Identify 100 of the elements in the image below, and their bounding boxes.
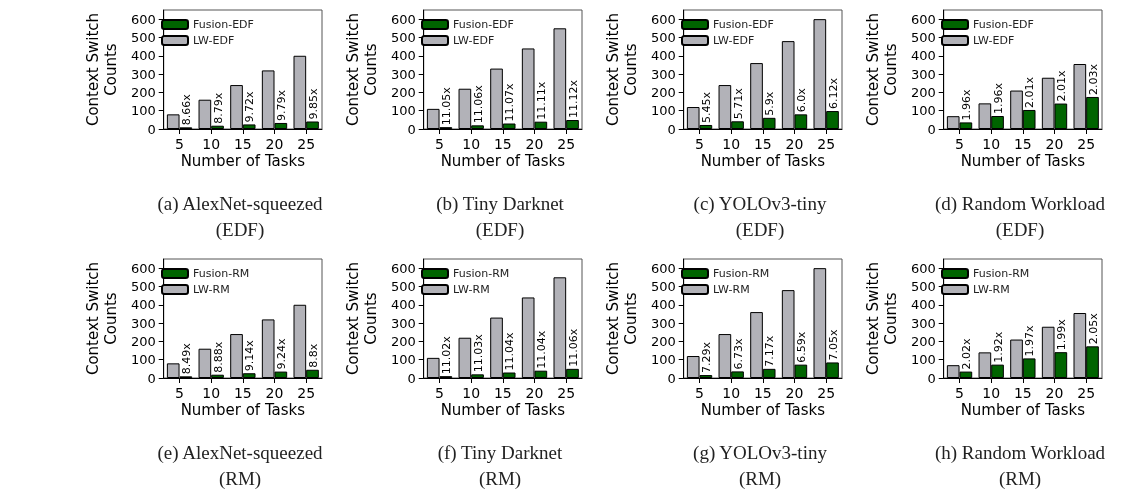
x-tick-label: 20	[525, 385, 544, 401]
text: (f) Tiny Darknet (RM)	[437, 441, 563, 490]
y-tick-label: 100	[910, 103, 936, 119]
y-tick-label: 0	[667, 121, 676, 137]
x-tick-label: 15	[753, 385, 772, 401]
y-tick-label: 300	[390, 315, 416, 331]
annotation: 1.96x	[991, 82, 1005, 114]
y-tick-label: 100	[130, 352, 156, 368]
x-tick-label: 5	[175, 136, 184, 152]
annotation: 11.04x	[534, 330, 548, 369]
y-tick-label: 400	[390, 48, 416, 64]
x-tick-label: 15	[493, 385, 512, 401]
legend-label: LW-EDF	[193, 34, 235, 47]
x-tick-label: 5	[955, 136, 964, 152]
x-axis-title: Number of Tasks	[440, 151, 566, 170]
y-tick-label: 200	[130, 84, 156, 100]
y-tick-label: 200	[910, 333, 936, 349]
annotation: 11.06x	[566, 328, 580, 367]
annotation: 11.02x	[440, 335, 453, 375]
legend-label: Fusion-RM	[193, 267, 250, 280]
y-tick-label: 400	[130, 48, 156, 64]
y-tick-label: 100	[650, 103, 676, 119]
x-tick-label: 15	[1013, 136, 1032, 152]
legend-label: LW-RM	[453, 283, 490, 296]
y-tick-label: 500	[390, 29, 416, 45]
annotation: 11.11x	[534, 81, 548, 120]
text: (e) AlexNet-squeezed (RM)	[157, 441, 324, 490]
x-axis-title: Number of Tasks	[700, 151, 826, 170]
y-tick-label: 500	[910, 278, 936, 294]
x-tick-label: 5	[435, 136, 444, 152]
annotation: 6.59x	[794, 331, 808, 363]
y-tick-label: 500	[130, 278, 156, 294]
annotation: 9.14x	[243, 339, 257, 372]
annotation: 2.01x	[1054, 70, 1068, 102]
annotation: 7.29x	[700, 341, 713, 374]
y-tick-label: 0	[147, 121, 156, 137]
x-tick-label: 15	[233, 136, 252, 152]
annotation: 1.97x	[1023, 324, 1037, 357]
x-tick-label: 20	[265, 136, 284, 152]
annotation: 6.12x	[826, 77, 840, 110]
annotation: 9.79x	[274, 89, 288, 121]
text: (h) Random Workload (RM)	[934, 441, 1106, 490]
y-axis-title: Context Switch Counts	[344, 12, 380, 127]
y-tick-label: 0	[927, 121, 936, 137]
legend-label: LW-EDF	[973, 34, 1015, 47]
text: (b) Tiny Darknet (EDF)	[436, 192, 565, 241]
annotation: 8.49x	[180, 342, 193, 375]
x-tick-label: 5	[435, 385, 444, 401]
y-tick-label: 500	[390, 278, 416, 294]
y-tick-label: 600	[910, 11, 936, 27]
x-tick-label: 10	[202, 385, 221, 401]
y-tick-label: 0	[407, 370, 416, 386]
x-axis-title: Number of Tasks	[960, 400, 1086, 419]
y-axis-title: Context Switch Counts	[344, 261, 380, 376]
legend-label: LW-RM	[193, 283, 230, 296]
annotation: 11.04x	[503, 332, 517, 371]
y-tick-label: 200	[910, 84, 936, 100]
y-tick-label: 0	[407, 121, 416, 137]
legend-label: Fusion-RM	[453, 267, 510, 280]
y-tick-label: 300	[650, 66, 676, 82]
y-tick-label: 300	[390, 66, 416, 82]
y-axis-title: Context Switch Counts	[84, 261, 120, 376]
x-tick-label: 20	[785, 136, 804, 152]
y-tick-label: 500	[910, 29, 936, 45]
x-tick-label: 20	[1045, 385, 1064, 401]
annotation: 8.8x	[306, 343, 320, 368]
x-tick-label: 5	[695, 385, 704, 401]
y-tick-label: 600	[650, 260, 676, 276]
annotation: 1.92x	[991, 331, 1005, 363]
y-tick-label: 600	[390, 260, 416, 276]
y-tick-label: 400	[390, 297, 416, 313]
annotation: 9.72x	[243, 90, 257, 123]
x-tick-label: 5	[175, 385, 184, 401]
y-tick-label: 600	[130, 11, 156, 27]
text: (a) AlexNet-squeezed (EDF)	[157, 192, 324, 241]
legend-label: Fusion-EDF	[193, 18, 254, 31]
x-tick-label: 15	[1013, 385, 1032, 401]
annotation: 11.06x	[471, 84, 485, 124]
x-tick-label: 15	[233, 385, 252, 401]
x-tick-label: 5	[695, 136, 704, 152]
annotation: 2.05x	[1086, 312, 1100, 345]
y-tick-label: 200	[130, 333, 156, 349]
legend-label: LW-EDF	[713, 34, 755, 47]
y-tick-label: 500	[650, 278, 676, 294]
legend-label: Fusion-RM	[713, 267, 770, 280]
y-tick-label: 200	[650, 333, 676, 349]
annotation: 6.0x	[794, 87, 808, 113]
y-axis-title: Context Switch Counts	[604, 261, 640, 376]
y-tick-label: 0	[927, 370, 936, 386]
x-tick-label: 10	[722, 385, 741, 401]
x-tick-label: 15	[493, 136, 512, 152]
x-axis-title: Number of Tasks	[440, 400, 566, 419]
x-tick-label: 20	[525, 136, 544, 152]
text: (d) Random Workload (EDF)	[934, 192, 1106, 241]
x-tick-label: 20	[785, 385, 804, 401]
annotation: 8.88x	[211, 341, 225, 373]
y-tick-label: 500	[130, 29, 156, 45]
x-tick-label: 25	[557, 136, 576, 152]
y-tick-label: 100	[390, 352, 416, 368]
legend-label: Fusion-RM	[973, 267, 1030, 280]
